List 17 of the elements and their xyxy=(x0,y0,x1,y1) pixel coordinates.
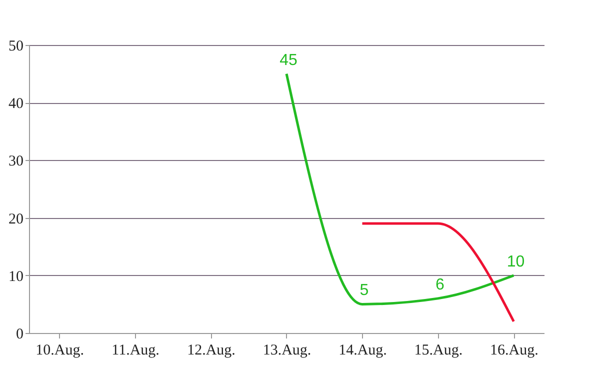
y-tick-label: 30 xyxy=(8,154,24,170)
y-tick-label: 40 xyxy=(8,96,24,112)
data-label: 6 xyxy=(436,276,445,294)
data-label: 5 xyxy=(360,282,369,300)
x-tick-label: 13.Aug. xyxy=(262,342,312,358)
y-tick-label: 10 xyxy=(8,268,24,285)
x-tick-label: 16.Aug. xyxy=(490,342,538,358)
data-label: 10 xyxy=(506,253,525,270)
data-label: 45 xyxy=(280,52,298,69)
y-tick-label: 20 xyxy=(8,211,24,228)
y-tick-label: 0 xyxy=(16,326,24,342)
y-tick-label: 50 xyxy=(8,38,24,54)
x-tick-label: 15.Aug. xyxy=(414,342,463,358)
x-tick-label: 14.Aug. xyxy=(338,342,387,358)
x-tick-label: 10.Aug. xyxy=(36,342,84,358)
x-tick-label: 12.Aug. xyxy=(187,342,236,358)
x-tick-label: 11.Aug. xyxy=(112,342,160,358)
